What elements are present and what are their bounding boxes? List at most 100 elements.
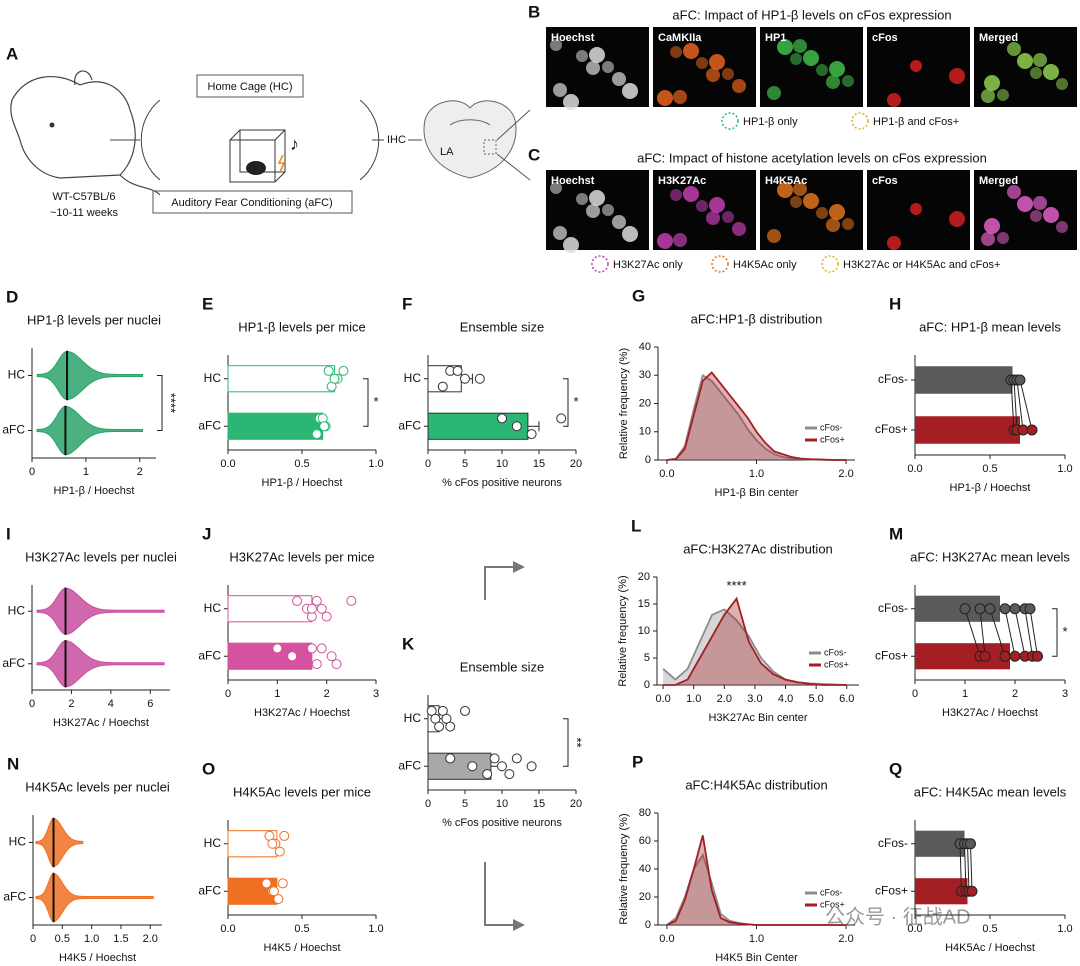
y-axis-label: Relative frequency (%) bbox=[618, 813, 630, 924]
x-tick-label: 2.0 bbox=[838, 468, 853, 480]
data-point bbox=[489, 753, 500, 764]
significance-label: **** bbox=[726, 578, 746, 593]
cell bbox=[722, 68, 734, 80]
area-fill bbox=[666, 835, 847, 925]
cell bbox=[826, 75, 840, 89]
cell bbox=[612, 72, 626, 86]
x-tick-label: 0 bbox=[912, 688, 918, 700]
cell bbox=[657, 90, 673, 106]
micrograph-label: cFos bbox=[872, 175, 898, 187]
y-tick-label: 20 bbox=[639, 397, 651, 409]
pair-line bbox=[1014, 608, 1026, 657]
x-axis-label: HP1-β Bin center bbox=[715, 487, 799, 499]
x-tick-label: 0 bbox=[425, 458, 431, 470]
chart-title: aFC:H3K27Ac distribution bbox=[683, 541, 833, 556]
panel-letter: A bbox=[6, 44, 18, 63]
micrograph-label: Merged bbox=[979, 175, 1018, 187]
mouse-in-cage bbox=[246, 161, 266, 175]
y-axis-label: Relative frequency (%) bbox=[617, 575, 629, 686]
chart-title: aFC: HP1-β mean levels bbox=[919, 319, 1061, 334]
panel-letter: Q bbox=[889, 759, 902, 778]
micrograph-label: H4K5Ac bbox=[765, 175, 807, 187]
data-point bbox=[556, 413, 567, 424]
x-axis-label: H3K27Ac / Hoechst bbox=[53, 717, 149, 729]
data-point bbox=[311, 595, 322, 606]
data-point bbox=[460, 705, 470, 716]
significance-label: **** bbox=[164, 393, 179, 413]
y-tick-label: 80 bbox=[639, 807, 651, 819]
data-point bbox=[1009, 650, 1021, 662]
y-tick-label: 15 bbox=[638, 598, 650, 610]
panel-letter: E bbox=[202, 294, 213, 313]
area-fill bbox=[666, 855, 847, 925]
cell bbox=[589, 190, 605, 206]
pair-line bbox=[967, 843, 970, 892]
cell bbox=[612, 215, 626, 229]
chart-title: HP1-β levels per mice bbox=[238, 319, 365, 334]
data-point bbox=[474, 373, 485, 384]
x-axis-label: H4K5 / Hoechst bbox=[263, 942, 340, 954]
data-point bbox=[497, 761, 507, 772]
legend-swatch bbox=[821, 255, 839, 273]
data-point bbox=[277, 878, 288, 889]
data-point bbox=[268, 886, 279, 897]
data-point bbox=[999, 650, 1011, 662]
micrograph-label: cFos bbox=[872, 32, 898, 44]
x-tick-label: 0 bbox=[29, 466, 35, 478]
x-tick-label: 2 bbox=[137, 466, 143, 478]
zoom-line bbox=[496, 153, 531, 181]
panel-letter: B bbox=[528, 2, 540, 21]
y-tick-label: 60 bbox=[639, 835, 651, 847]
cell bbox=[732, 79, 746, 93]
cell bbox=[706, 211, 720, 225]
mouse-drawing bbox=[10, 70, 161, 196]
x-axis-label: % cFos positive neurons bbox=[442, 817, 562, 829]
legend-swatch bbox=[851, 112, 869, 130]
panel-letter: F bbox=[402, 294, 412, 313]
data-point bbox=[287, 651, 298, 662]
bar bbox=[915, 366, 1013, 394]
significance-bracket bbox=[1052, 608, 1058, 657]
cell bbox=[767, 86, 781, 100]
x-tick-label: 0.5 bbox=[982, 923, 997, 935]
cell bbox=[887, 236, 901, 250]
x-tick-label: 0.0 bbox=[659, 468, 674, 480]
cell bbox=[622, 226, 638, 242]
cell bbox=[910, 203, 922, 215]
y-tick-label: 20 bbox=[638, 571, 650, 583]
cell bbox=[910, 60, 922, 72]
cell bbox=[981, 89, 995, 103]
y-tick-label: 0 bbox=[644, 679, 650, 691]
cell bbox=[696, 57, 708, 69]
violin bbox=[36, 405, 144, 456]
y-tick-label: HC bbox=[8, 368, 26, 382]
y-tick-label: HC bbox=[8, 603, 26, 617]
y-tick-label: 40 bbox=[639, 341, 651, 353]
cell bbox=[657, 233, 673, 249]
pair-line bbox=[1013, 379, 1018, 431]
line bbox=[666, 835, 847, 926]
data-point bbox=[511, 753, 522, 764]
cell bbox=[563, 237, 579, 253]
arrowhead bbox=[513, 919, 525, 931]
data-point bbox=[974, 603, 986, 615]
x-axis-label: H4K5 Bin Center bbox=[715, 952, 798, 964]
y-tick-label: aFC bbox=[198, 418, 221, 432]
x-tick-label: 0.5 bbox=[982, 463, 997, 475]
chart-title: aFC:HP1-β distribution bbox=[691, 311, 823, 326]
afc-box bbox=[152, 190, 353, 214]
bar bbox=[427, 752, 492, 780]
bar bbox=[915, 643, 1010, 670]
x-axis-label: H4K5 / Hoechst bbox=[59, 952, 136, 964]
pair-line bbox=[979, 608, 986, 657]
area-fill bbox=[666, 375, 847, 460]
violin bbox=[35, 817, 84, 868]
cell bbox=[829, 61, 845, 77]
x-tick-label: 1 bbox=[274, 688, 280, 700]
zoom-line bbox=[496, 109, 531, 141]
shock-icon bbox=[277, 154, 286, 173]
cell bbox=[767, 229, 781, 243]
violin bbox=[35, 872, 154, 923]
x-tick-label: 0.0 bbox=[659, 933, 674, 945]
